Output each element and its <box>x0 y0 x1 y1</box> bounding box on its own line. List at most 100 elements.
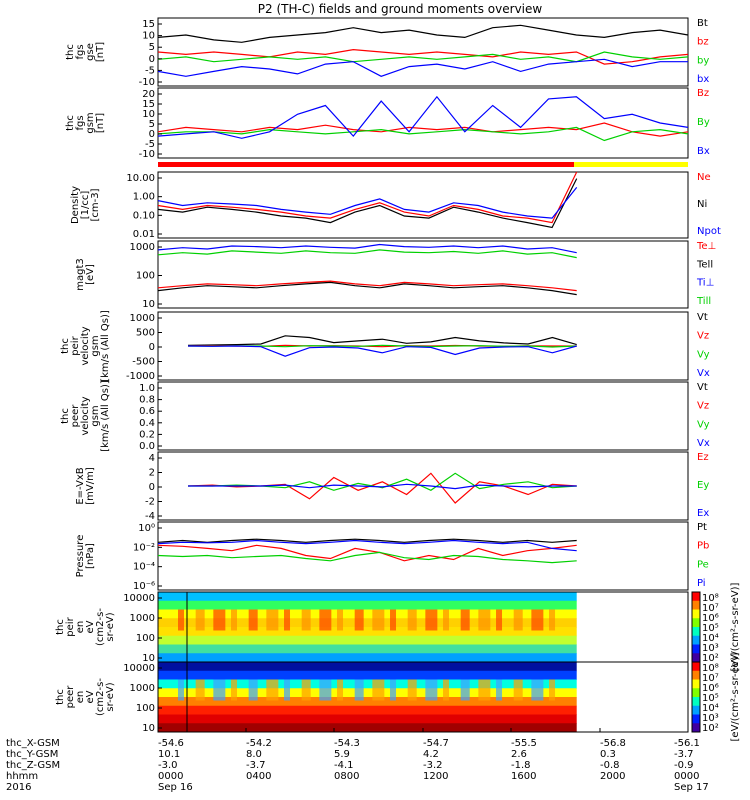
legend-entry: Ne <box>697 172 711 183</box>
series-temperature-2 <box>157 243 577 254</box>
spectrogram-patch <box>549 679 556 701</box>
x-row-value: 1600 <box>511 771 536 782</box>
y-axis-label: peer <box>70 404 81 428</box>
y-axis-label: peir <box>65 616 76 636</box>
x-row-value: 0.3 <box>600 749 616 760</box>
spectrogram-band <box>158 714 577 724</box>
spectrogram-band <box>158 697 577 707</box>
spectrogram-patch <box>354 609 364 631</box>
spectrogram-patch <box>513 679 523 701</box>
y-tick-label: 10000 <box>123 663 155 674</box>
colorbar-tick: 10³ <box>702 643 719 654</box>
series-fgs-gse-2 <box>157 51 689 63</box>
y-tick-label: 1000 <box>130 613 155 624</box>
spectrogram-band <box>158 600 577 610</box>
y-tick-label: 5 <box>149 42 155 53</box>
spectrogram-band <box>158 723 577 733</box>
y-tick-label: -500 <box>132 357 155 368</box>
colorbar-swatch <box>692 688 700 698</box>
y-axis-label: thc <box>65 115 76 131</box>
spectrogram-patch <box>460 679 470 701</box>
panel-frame <box>157 521 689 591</box>
colorbar-tick: 10⁶ <box>702 613 719 624</box>
legend-entry: Ex <box>697 508 709 519</box>
x-row-value: -3.7 <box>246 760 266 771</box>
spectrogram-patch <box>195 679 205 701</box>
x-row-value: -56.8 <box>600 738 626 749</box>
legend-entry: Ez <box>697 452 709 463</box>
colorbar-tick: 10² <box>702 653 719 664</box>
spectrogram-patch <box>178 679 184 701</box>
series-density-2 <box>157 187 578 219</box>
legend-entry: Ni <box>697 199 707 210</box>
x-row-value: -54.2 <box>246 738 272 749</box>
x-row-label: thc_Y-GSM <box>6 749 58 760</box>
spectrogram-patch <box>337 609 344 631</box>
colorbar-frame <box>691 661 701 733</box>
panel-frame <box>157 171 689 239</box>
y-axis-label: gsm <box>85 112 96 133</box>
panel-peir-velocity: 1000 500 0 -500 -1000 thc peir velocity gsm [km/s… <box>60 310 710 382</box>
spectrogram-patch <box>248 609 258 631</box>
colorbar-swatch <box>692 670 700 680</box>
panel-density: 10.00 1.00 0.10 0.01 Density [1/cc] [cm-3] Ne Ni… <box>70 171 721 240</box>
series-pressure-2 <box>157 551 577 564</box>
spectrogram-band <box>158 670 577 680</box>
y-axis-label: velocity <box>80 326 91 365</box>
series-fgs-gsm-2 <box>157 95 689 139</box>
y-tick-label: 10 <box>142 299 155 310</box>
series-peir-velocity-3 <box>187 345 577 357</box>
x-row-label: hhmm <box>6 771 38 782</box>
y-axis-label: thc <box>55 689 66 705</box>
spectrogram-patch <box>531 679 544 701</box>
legend-entry: Bx <box>697 146 710 157</box>
y-tick-label: 10000 <box>123 593 155 604</box>
y-tick-label: 0.8 <box>139 395 155 406</box>
y-axis-label: Density <box>70 186 81 224</box>
x-row-value: 2000 <box>600 771 625 782</box>
mode-bar-red <box>158 162 575 167</box>
series-temperature-1 <box>157 281 577 296</box>
colorbar-swatch <box>692 635 700 645</box>
colorbar-label: [eV/(cm²-s-sr-eV)] <box>730 652 741 741</box>
y-axis-label: [nT] <box>95 113 106 133</box>
legend-entry: Pt <box>697 522 707 533</box>
colorbar-swatch <box>692 600 700 610</box>
y-axis-label: gsm <box>90 405 101 426</box>
spectrogram-patch <box>531 609 544 631</box>
series-temperature-0 <box>157 280 577 292</box>
panel-efield: 4 2 0 -2 -4 E=-VxB [mV/m] Ez Ey Ex <box>75 451 709 522</box>
spectrogram-band <box>158 592 577 602</box>
y-tick-label: 15 <box>142 19 155 30</box>
y-axis-label: gse <box>85 43 96 61</box>
x-row-value: -3.7 <box>674 749 694 760</box>
x-row-value: 1200 <box>423 771 448 782</box>
spectrogram-band <box>158 679 577 689</box>
y-tick-label: 10.00 <box>126 173 155 184</box>
y-axis-label: sr-eV) <box>105 682 116 711</box>
series-fgs-gse-1 <box>157 48 689 65</box>
y-axis-label: sr-eV) <box>105 612 116 641</box>
y-axis-label: [nT] <box>95 42 106 62</box>
y-tick-label: 10 <box>142 109 155 120</box>
y-tick-label: 0.4 <box>139 418 155 429</box>
legend-entry: Vt <box>697 382 708 393</box>
y-tick-label: 15 <box>142 99 155 110</box>
colorbar-tick: 10⁵ <box>702 623 719 634</box>
y-tick-label: -2 <box>145 497 155 508</box>
spectrogram-band <box>158 609 577 619</box>
spectrogram-band <box>158 662 577 672</box>
colorbar-swatch <box>692 714 700 724</box>
colorbar-tick: 10⁷ <box>702 603 719 614</box>
series-fgs-gsm-0 <box>157 122 689 137</box>
colorbar-swatch <box>692 679 700 689</box>
x-row-value: 4.2 <box>423 749 439 760</box>
spectrogram-patch <box>319 609 332 631</box>
x-row-value: 0800 <box>334 771 359 782</box>
y-axis-label: Pressure <box>75 535 86 578</box>
legend-entry: Bz <box>697 88 709 99</box>
series-efield-2 <box>188 483 577 490</box>
